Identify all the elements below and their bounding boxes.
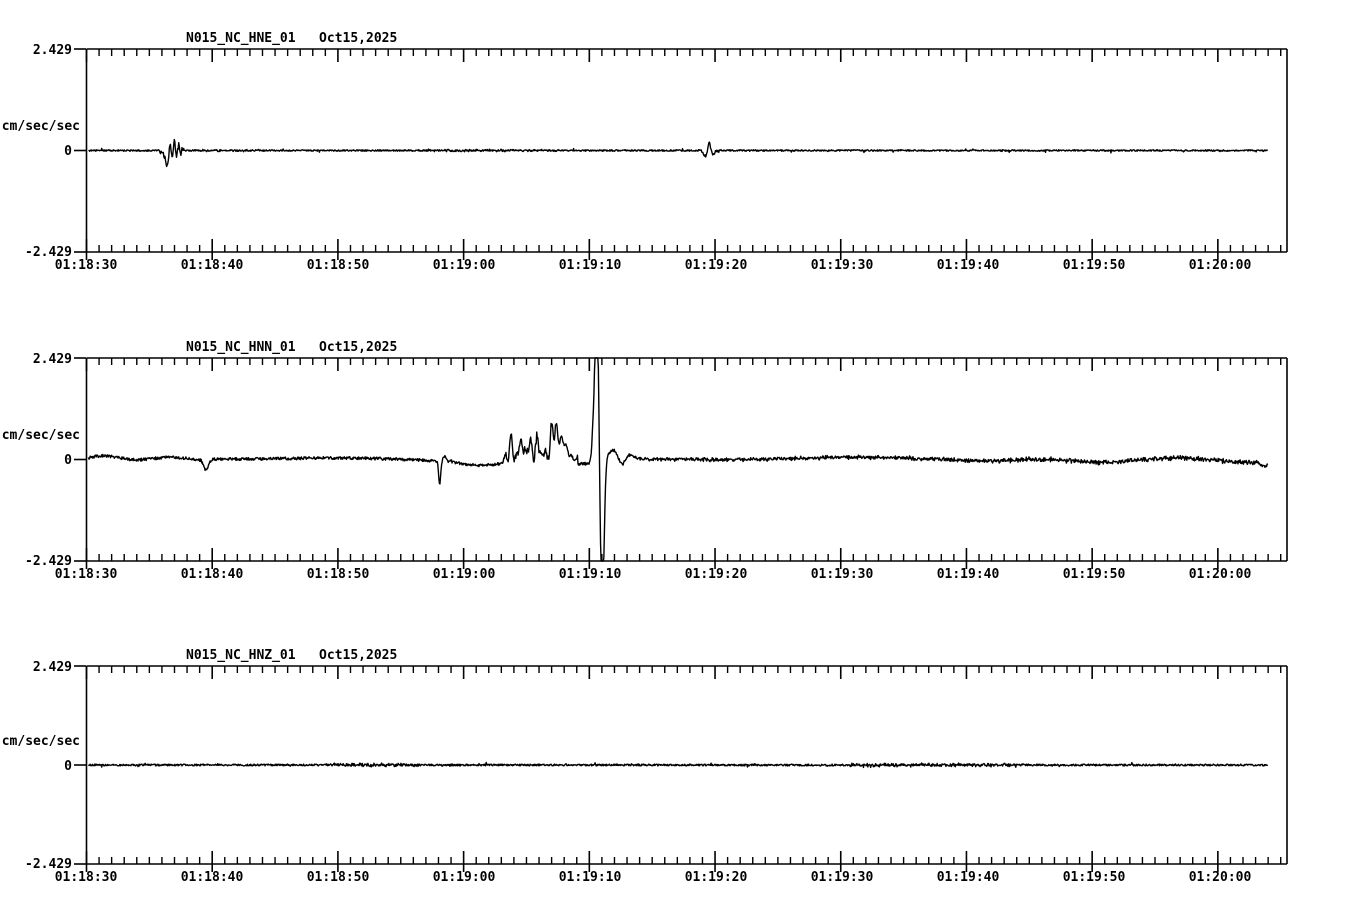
panel-hnn-yaxis-units: cm/sec/sec — [1, 428, 80, 443]
panel-hne-xtick-4: 01:19:10 — [558, 258, 622, 273]
panel-hnz-xtick-4: 01:19:10 — [558, 870, 622, 885]
panel-hne-minor-ticks — [98, 49, 1282, 252]
panel-hnn-waveform — [87, 357, 1269, 562]
panel-hnn-xtick-8: 01:19:50 — [1062, 567, 1126, 582]
panel-hnn-title: N015_NC_HNN_01 Oct15,2025 — [186, 340, 398, 355]
panel-hnn: N015_NC_HNN_01 Oct15,2025 2.429 cm/sec/s… — [0, 309, 1358, 599]
panel-hnz-minor-ticks — [98, 666, 1282, 864]
panel-hne: N015_NC_HNE_01 Oct15,2025 2.429 cm/sec/s… — [0, 0, 1358, 290]
panel-hnn-xtick-9: 01:20:00 — [1188, 567, 1252, 582]
panel-hnn-xtick-2: 01:18:50 — [306, 567, 370, 582]
panel-hnn-ytick-min: -2.429 — [25, 554, 72, 569]
panel-hne-ytick-min: -2.429 — [25, 245, 72, 260]
panel-hnn-plot — [74, 357, 1288, 569]
panel-hne-xtick-1: 01:18:40 — [180, 258, 244, 273]
panel-hnz-ytick-min: -2.429 — [25, 857, 72, 872]
panel-hnz-xtick-2: 01:18:50 — [306, 870, 370, 885]
panel-hnn-ytick-zero: 0 — [64, 453, 72, 468]
panel-hne-xtick-8: 01:19:50 — [1062, 258, 1126, 273]
panel-hne-yaxis-units: cm/sec/sec — [1, 119, 80, 134]
panel-hnz-ytick-zero: 0 — [64, 759, 72, 774]
panel-hne-waveform — [88, 138, 1269, 168]
panel-hnn-major-ticks — [85, 358, 1219, 569]
panel-hnz-xtick-1: 01:18:40 — [180, 870, 244, 885]
panel-hnz-title: N015_NC_HNZ_01 Oct15,2025 — [186, 648, 398, 663]
panel-hne-xtick-6: 01:19:30 — [810, 258, 874, 273]
panel-hnz-axis-frame — [85, 665, 1288, 865]
panel-hnz-waveform — [87, 761, 1269, 769]
panel-hnz-xtick-5: 01:19:20 — [684, 870, 748, 885]
panel-hne-plot — [74, 48, 1288, 260]
panel-hne-ytick-max: 2.429 — [32, 43, 72, 58]
panel-hnz: N015_NC_HNZ_01 Oct15,2025 2.429 cm/sec/s… — [0, 617, 1358, 917]
panel-hnn-xtick-5: 01:19:20 — [684, 567, 748, 582]
panel-hne-xtick-9: 01:20:00 — [1188, 258, 1252, 273]
panel-hnz-xtick-6: 01:19:30 — [810, 870, 874, 885]
panel-hne-ytick-marks — [74, 48, 86, 253]
panel-hnz-ytick-max: 2.429 — [32, 660, 72, 675]
panel-hnz-xtick-7: 01:19:40 — [936, 870, 1000, 885]
panel-hnz-plot — [74, 665, 1288, 872]
panel-hnz-xtick-3: 01:19:00 — [432, 870, 496, 885]
panel-hnn-xtick-4: 01:19:10 — [558, 567, 622, 582]
panel-hne-xtick-3: 01:19:00 — [432, 258, 496, 273]
panel-hnn-ytick-marks — [74, 357, 86, 562]
panel-hnn-xtick-1: 01:18:40 — [180, 567, 244, 582]
panel-hnn-xtick-7: 01:19:40 — [936, 567, 1000, 582]
panel-hne-major-ticks — [85, 49, 1219, 260]
panel-hne-axis-frame — [85, 48, 1288, 253]
panel-hnn-minor-ticks — [98, 358, 1282, 561]
panel-hne-xtick-7: 01:19:40 — [936, 258, 1000, 273]
panel-hne-title: N015_NC_HNE_01 Oct15,2025 — [186, 31, 398, 46]
panel-hnn-xtick-0: 01:18:30 — [54, 567, 118, 582]
panel-hnn-axis-frame — [85, 357, 1288, 562]
panel-hnn-xtick-3: 01:19:00 — [432, 567, 496, 582]
panel-hnz-xtick-8: 01:19:50 — [1062, 870, 1126, 885]
panel-hne-ytick-zero: 0 — [64, 144, 72, 159]
panel-hnz-xtick-0: 01:18:30 — [54, 870, 118, 885]
panel-hnz-major-ticks — [85, 666, 1219, 872]
panel-hnn-xtick-6: 01:19:30 — [810, 567, 874, 582]
panel-hnz-xtick-9: 01:20:00 — [1188, 870, 1252, 885]
panel-hnn-ytick-max: 2.429 — [32, 352, 72, 367]
panel-hne-xtick-0: 01:18:30 — [54, 258, 118, 273]
panel-hne-xtick-2: 01:18:50 — [306, 258, 370, 273]
panel-hne-xtick-5: 01:19:20 — [684, 258, 748, 273]
panel-hnz-ytick-marks — [74, 665, 86, 865]
panel-hnz-yaxis-units: cm/sec/sec — [1, 734, 80, 749]
